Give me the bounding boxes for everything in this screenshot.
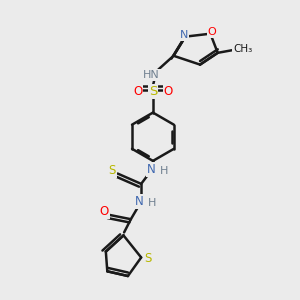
Text: N: N <box>180 30 188 40</box>
Text: S: S <box>144 252 151 266</box>
Text: O: O <box>133 85 142 98</box>
Text: O: O <box>208 27 216 37</box>
Text: O: O <box>100 205 109 218</box>
Text: CH₃: CH₃ <box>233 44 252 54</box>
Text: O: O <box>164 85 173 98</box>
Text: S: S <box>149 85 157 98</box>
Text: HN: HN <box>143 70 160 80</box>
Text: H: H <box>148 198 157 208</box>
Text: N: N <box>147 163 156 176</box>
Text: S: S <box>109 164 116 177</box>
Text: N: N <box>135 195 144 208</box>
Text: H: H <box>160 166 168 176</box>
